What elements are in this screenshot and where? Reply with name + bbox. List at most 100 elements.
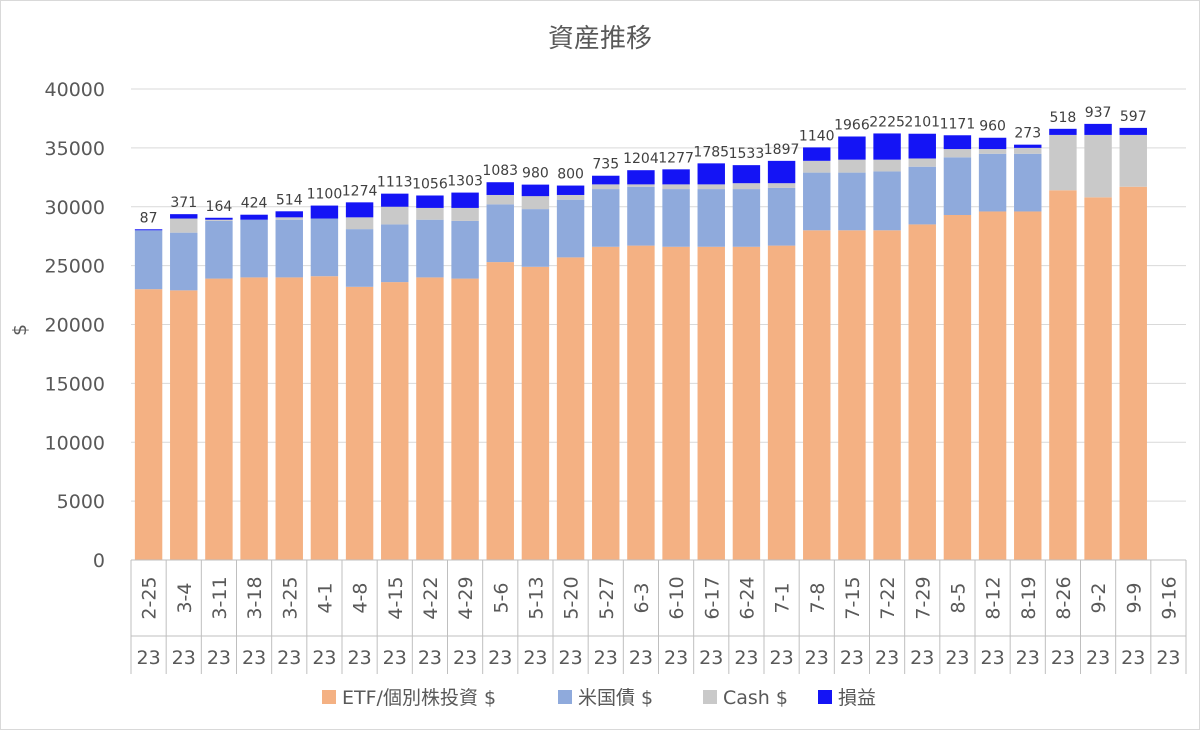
bar-segment	[627, 245, 655, 561]
bar-segment	[767, 245, 796, 561]
bar-segment	[908, 133, 936, 159]
bar-segment	[205, 219, 233, 221]
x-year-label: 23	[136, 647, 160, 669]
x-tick-label: 8-19	[1018, 576, 1040, 619]
y-tick-label: 25000	[45, 256, 105, 278]
x-year-label: 23	[910, 647, 934, 669]
bar-segment	[908, 224, 936, 560]
bar-segment	[767, 160, 796, 184]
x-tick-label: 8-5	[947, 582, 969, 613]
x-tick-label: 4-22	[420, 576, 442, 619]
bar-segment	[416, 277, 444, 560]
y-tick-label: 40000	[45, 79, 105, 101]
bar-segment	[592, 184, 620, 190]
x-tick-label: 5-27	[596, 576, 618, 619]
x-year-label: 23	[172, 647, 196, 669]
bar-segment	[275, 219, 303, 278]
chart-title: 資産推移	[548, 24, 652, 54]
bar-segment	[943, 214, 972, 560]
bar-segment	[381, 206, 409, 225]
data-label: 1083	[482, 163, 518, 179]
data-label: 1533	[729, 146, 765, 162]
x-year-label: 23	[945, 647, 969, 669]
data-label: 960	[979, 119, 1006, 135]
bar-segment	[134, 229, 163, 231]
data-label: 1113	[377, 175, 413, 191]
data-label: 273	[1014, 126, 1041, 142]
bar-segment	[838, 159, 866, 173]
bar-segment	[732, 165, 761, 184]
bar-segment	[873, 230, 901, 561]
legend-swatch	[322, 690, 336, 704]
data-label: 1303	[447, 174, 483, 190]
bar-segment	[240, 214, 268, 220]
x-tick-label: 7-15	[842, 576, 864, 619]
bar-segment	[205, 217, 233, 220]
x-tick-label: 9-2	[1088, 582, 1110, 613]
data-label: 1966	[834, 118, 870, 134]
gridlines	[131, 88, 1186, 502]
data-label: 800	[557, 167, 584, 183]
bar-segment	[451, 192, 479, 208]
bar-segment	[521, 209, 550, 267]
legend: ETF/個別株投資 $ 米国債 $ Cash $ 損益	[322, 687, 876, 709]
bar-segment	[486, 194, 514, 205]
bar-segment	[732, 183, 761, 190]
bar-segment	[205, 220, 233, 279]
data-label: 937	[1085, 105, 1112, 121]
bar-segment	[943, 149, 972, 158]
x-year-label: 23	[699, 647, 723, 669]
bar-segment	[592, 246, 620, 560]
bar-segment	[873, 133, 901, 160]
x-tick-label: 7-29	[912, 576, 934, 619]
bar-segment	[486, 204, 514, 263]
data-label: 1274	[342, 183, 378, 199]
x-year-label: 23	[1086, 647, 1110, 669]
bar-segment	[978, 137, 1007, 150]
x-year-label: 23	[629, 647, 653, 669]
bar-segment	[134, 289, 163, 560]
bar-segment	[908, 158, 936, 167]
bar-segment	[486, 262, 514, 560]
bar-segment	[838, 230, 866, 561]
data-label: 597	[1120, 109, 1147, 125]
bar-segment	[767, 183, 796, 188]
bar-segment	[451, 278, 479, 560]
data-label: 1171	[940, 116, 976, 132]
x-year-label: 23	[840, 647, 864, 669]
data-label: 2101	[904, 115, 940, 131]
bar-segment	[803, 160, 831, 173]
data-label: 1204	[623, 151, 659, 167]
bar-segment	[170, 214, 198, 219]
x-tick-label: 8-12	[983, 576, 1005, 619]
bar-segment	[275, 217, 303, 220]
x-year-label: 23	[418, 647, 442, 669]
x-year-label: 23	[558, 647, 582, 669]
x-year-label: 23	[769, 647, 793, 669]
bar-segment	[170, 232, 198, 291]
bar-segment	[873, 171, 901, 231]
bar-segment	[345, 202, 374, 218]
bar-segment	[1084, 197, 1112, 560]
x-tick-label: 4-15	[385, 576, 407, 619]
bar-segment	[170, 218, 198, 233]
x-year-label: 23	[347, 647, 371, 669]
bar-segment	[1049, 134, 1077, 191]
bar-segment	[240, 277, 268, 560]
bars	[134, 123, 1147, 561]
legend-label: 米国債 $	[578, 687, 653, 709]
x-year-label: 23	[383, 647, 407, 669]
bar-segment	[416, 219, 444, 278]
bar-segment	[943, 157, 972, 215]
x-tick-label: 3-4	[174, 582, 196, 613]
bar-segment	[697, 184, 725, 190]
bar-segment	[310, 205, 339, 219]
bar-segment	[978, 149, 1007, 154]
bar-segment	[240, 219, 268, 278]
y-tick-label: 20000	[45, 315, 105, 337]
x-axis: 2-25 23 3-4 23 3-11 23 3-18 23 3-25 23 4-1 23 4-8 23 4…	[130, 559, 1187, 674]
data-label: 1897	[764, 142, 800, 158]
data-label: 980	[522, 166, 549, 182]
x-tick-label: 2-25	[139, 576, 161, 619]
